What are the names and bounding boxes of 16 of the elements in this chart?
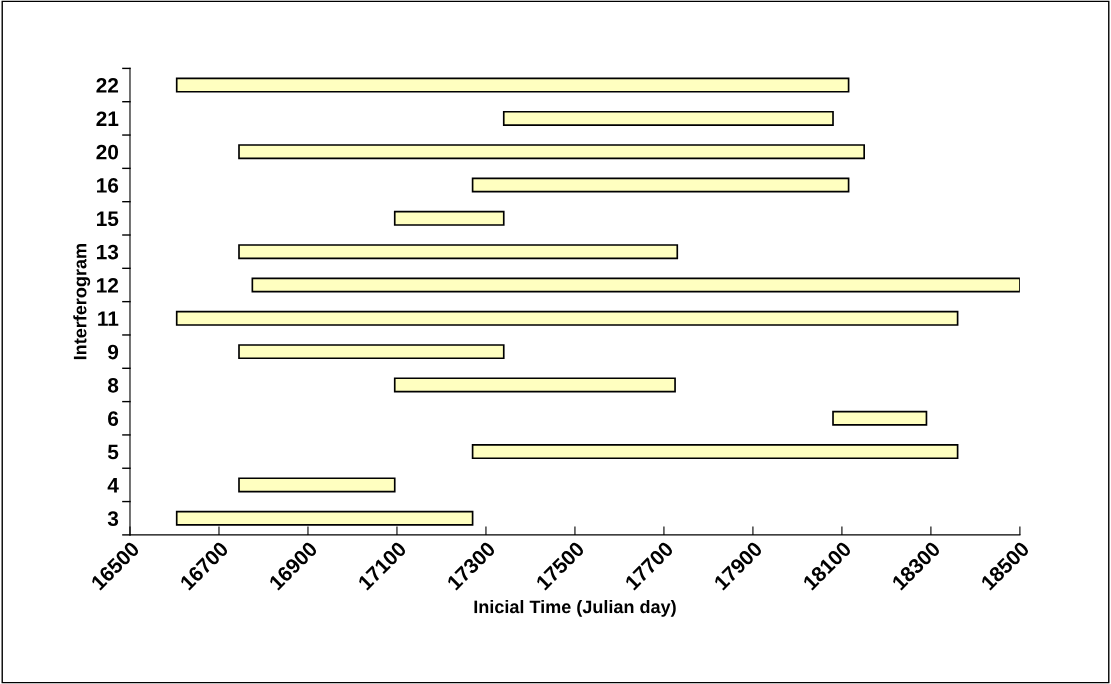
y-tick-label: 9 — [108, 344, 119, 360]
y-tick-label: 6 — [108, 411, 119, 427]
y-tick-label: 22 — [96, 78, 119, 93]
y-axis-title: Interferogram — [73, 244, 91, 360]
y-tick-label: 8 — [107, 377, 119, 393]
y-tick-label: 4 — [107, 478, 119, 493]
y-tick-label: 21 — [96, 111, 119, 126]
y-tick-label: 16 — [97, 178, 119, 193]
y-tick-label: 12 — [97, 277, 119, 293]
y-tick-label: 11 — [98, 311, 119, 326]
y-tick-label: 13 — [97, 244, 119, 260]
x-axis-title: Inicial Time (Julian day) — [474, 600, 676, 617]
y-tick-label: 5 — [107, 444, 119, 460]
y-tick-label: 3 — [107, 511, 119, 527]
y-tick-label: 15 — [97, 211, 119, 227]
y-tick-label: 20 — [96, 144, 119, 160]
